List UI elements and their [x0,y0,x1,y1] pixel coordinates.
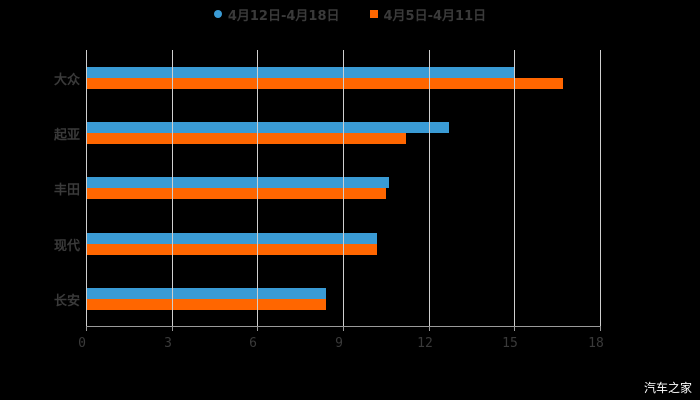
x-tick [429,326,430,331]
bar-series-1[interactable] [86,287,326,299]
gridline [257,50,258,326]
category-label: 大众 [53,73,80,88]
category-label: 起亚 [53,128,80,144]
x-tick [86,326,87,331]
x-tick-label: 3 [164,336,172,351]
bar-series-1[interactable] [86,232,377,244]
bar-series-1[interactable] [86,177,389,189]
x-tick-label: 6 [249,336,257,351]
x-tick [600,326,601,331]
category-label: 现代 [53,238,80,254]
bar-series-2[interactable] [86,188,386,200]
x-tick-label: 15 [502,336,518,351]
category-label: 丰田 [53,183,80,199]
x-tick [172,326,173,331]
gridline [514,50,515,326]
x-tick-label: 0 [78,336,86,351]
watermark: 汽车之家 [643,381,692,395]
legend-circle-icon [213,10,222,18]
bar-series-1[interactable] [86,122,449,134]
bar-series-1[interactable] [86,67,514,78]
plot-area [86,50,601,326]
x-tick-label: 12 [417,336,433,351]
legend-square-icon [369,10,378,18]
bar-series-2[interactable] [86,243,377,255]
bar-series-2[interactable] [86,133,406,145]
bar-series-2[interactable] [86,298,326,310]
gridline [600,50,601,326]
chart-legend: 4月12日-4月18日 4月5日-4月11日 [0,4,700,24]
legend-label: 4月5日-4月11日 [383,8,487,24]
legend-item-series-1[interactable]: 4月12日-4月18日 [213,5,340,24]
gridline [429,50,430,326]
x-tick-label: 18 [588,336,604,351]
legend-label: 4月12日-4月18日 [227,8,340,24]
x-tick [514,326,515,331]
gridline [343,50,344,326]
x-tick-label: 9 [335,336,343,351]
x-tick [257,326,258,331]
x-tick [343,326,344,331]
bar-series-2[interactable] [86,78,563,89]
y-axis-line [86,50,87,326]
legend-item-series-2[interactable]: 4月5日-4月11日 [369,5,487,24]
category-label: 长安 [53,293,80,309]
gridline [172,50,173,326]
